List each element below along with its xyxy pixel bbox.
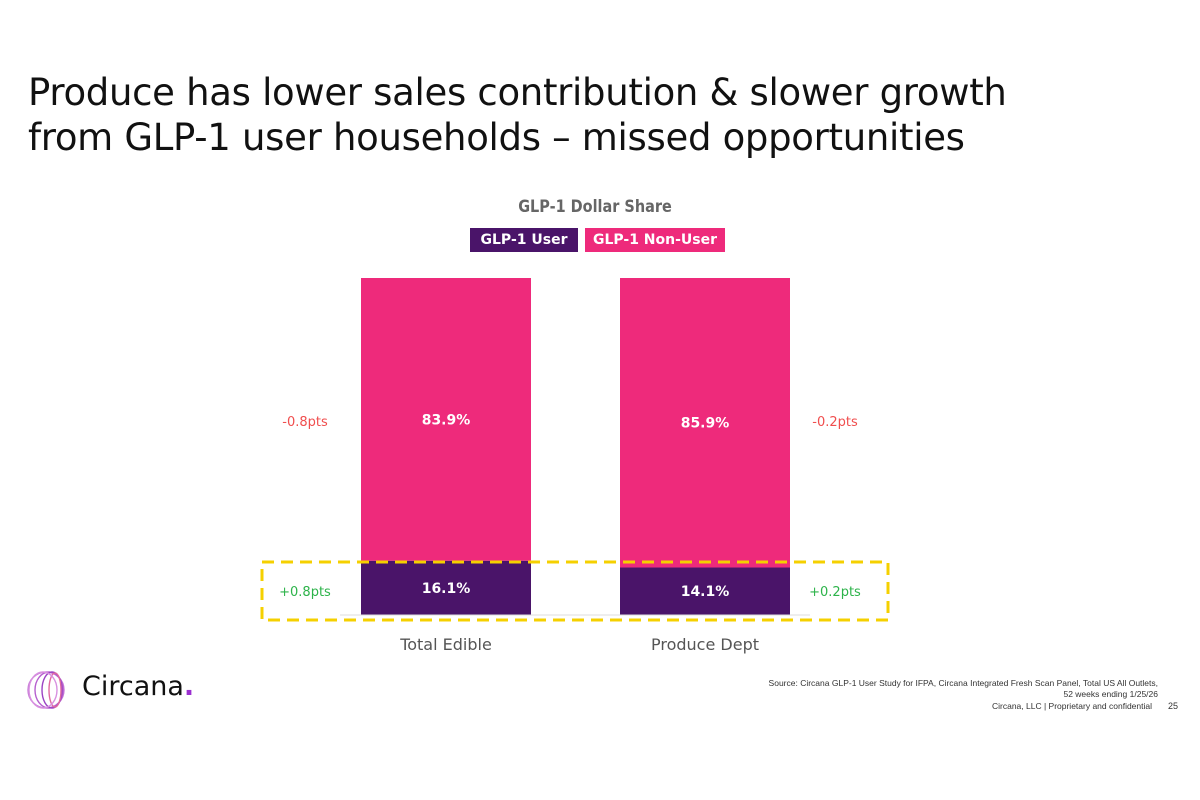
data-label: 14.1% bbox=[681, 584, 730, 600]
category-label: Produce Dept bbox=[651, 635, 759, 654]
chart-title: GLP-1 Dollar Share bbox=[518, 197, 672, 217]
source-line-2: 52 weeks ending 1/25/26 bbox=[1063, 689, 1158, 699]
highlight-dashed-box bbox=[260, 560, 890, 622]
bar-user-1 bbox=[620, 567, 790, 615]
title-line-2: from GLP-1 user households – missed oppo… bbox=[28, 116, 965, 159]
legend-glp1-non-user: GLP-1 Non-User bbox=[585, 228, 725, 252]
title-line-1: Produce has lower sales contribution & s… bbox=[28, 71, 1007, 114]
bar-user-0 bbox=[361, 560, 531, 615]
category-label: Total Edible bbox=[399, 635, 492, 654]
change-label: +0.8pts bbox=[279, 585, 331, 600]
change-label: -0.8pts bbox=[282, 415, 328, 430]
slide-title: Produce has lower sales contribution & s… bbox=[28, 70, 1007, 160]
logo-sphere-icon bbox=[27, 671, 65, 709]
data-label: 16.1% bbox=[422, 581, 471, 597]
bar-non-user-0 bbox=[361, 278, 531, 561]
logo-text: Circana bbox=[82, 671, 184, 702]
logo-dot: . bbox=[183, 671, 195, 702]
page-number: 25 bbox=[1168, 701, 1179, 711]
data-label: 83.9% bbox=[422, 412, 471, 428]
legend-glp1-user: GLP-1 User bbox=[470, 228, 578, 252]
data-label: 85.9% bbox=[681, 416, 730, 432]
change-label: +0.2pts bbox=[809, 585, 861, 600]
source-line-1: Source: Circana GLP-1 User Study for IFP… bbox=[768, 678, 1158, 688]
confidential-note: Circana, LLC | Proprietary and confident… bbox=[991, 701, 1152, 711]
circana-logo: Circana. bbox=[24, 668, 194, 712]
bar-non-user-1 bbox=[620, 278, 790, 568]
change-label: -0.2pts bbox=[812, 415, 858, 430]
